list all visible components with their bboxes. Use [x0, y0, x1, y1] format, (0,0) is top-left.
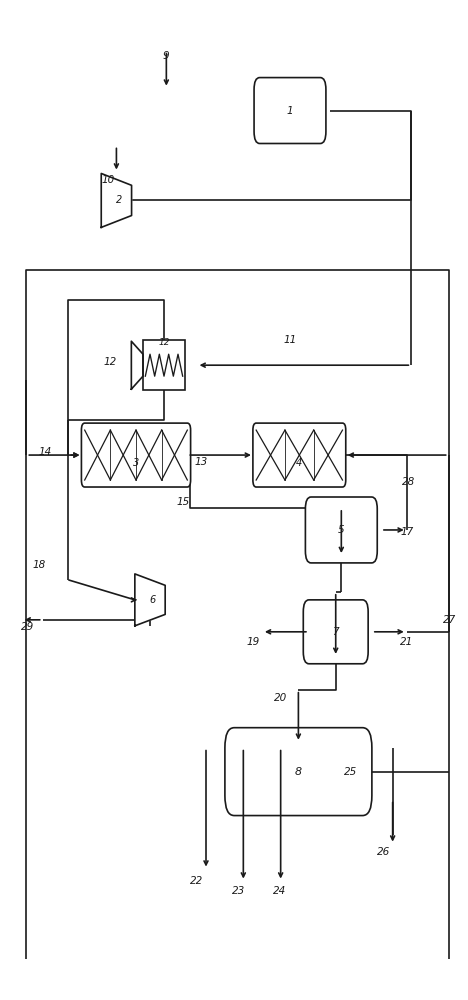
Text: 1: 1	[287, 106, 293, 116]
Text: 3: 3	[133, 458, 139, 468]
Text: 25: 25	[344, 767, 357, 777]
Polygon shape	[135, 574, 165, 626]
Text: 12: 12	[158, 338, 170, 347]
FancyBboxPatch shape	[81, 423, 190, 487]
Text: 11: 11	[283, 335, 297, 345]
Text: 29: 29	[21, 622, 34, 632]
FancyBboxPatch shape	[306, 497, 377, 563]
Bar	[143, 340, 185, 390]
Text: 10: 10	[102, 175, 115, 185]
Text: 12: 12	[104, 357, 117, 367]
FancyBboxPatch shape	[225, 728, 372, 816]
FancyBboxPatch shape	[253, 423, 346, 487]
Text: 18: 18	[32, 560, 45, 570]
Text: 13: 13	[195, 457, 208, 467]
Text: 20: 20	[274, 693, 287, 703]
Text: 5: 5	[338, 525, 344, 535]
Text: 24: 24	[273, 886, 286, 896]
Text: 19: 19	[246, 637, 259, 647]
Text: 28: 28	[402, 477, 416, 487]
Polygon shape	[132, 341, 143, 389]
Text: 9: 9	[163, 51, 170, 61]
Text: 21: 21	[400, 637, 413, 647]
Text: 26: 26	[377, 847, 390, 857]
Text: 4: 4	[296, 458, 302, 468]
Text: 23: 23	[232, 886, 245, 896]
Text: 8: 8	[295, 767, 302, 777]
Text: 22: 22	[190, 876, 203, 886]
Text: 2: 2	[116, 195, 122, 205]
Text: 27: 27	[443, 615, 456, 625]
Polygon shape	[101, 173, 132, 227]
Text: 15: 15	[176, 497, 189, 507]
FancyBboxPatch shape	[303, 600, 368, 664]
Text: 14: 14	[38, 447, 51, 457]
Text: 7: 7	[332, 627, 339, 637]
Text: 6: 6	[149, 595, 155, 605]
Text: 17: 17	[400, 527, 413, 537]
FancyBboxPatch shape	[254, 78, 326, 143]
